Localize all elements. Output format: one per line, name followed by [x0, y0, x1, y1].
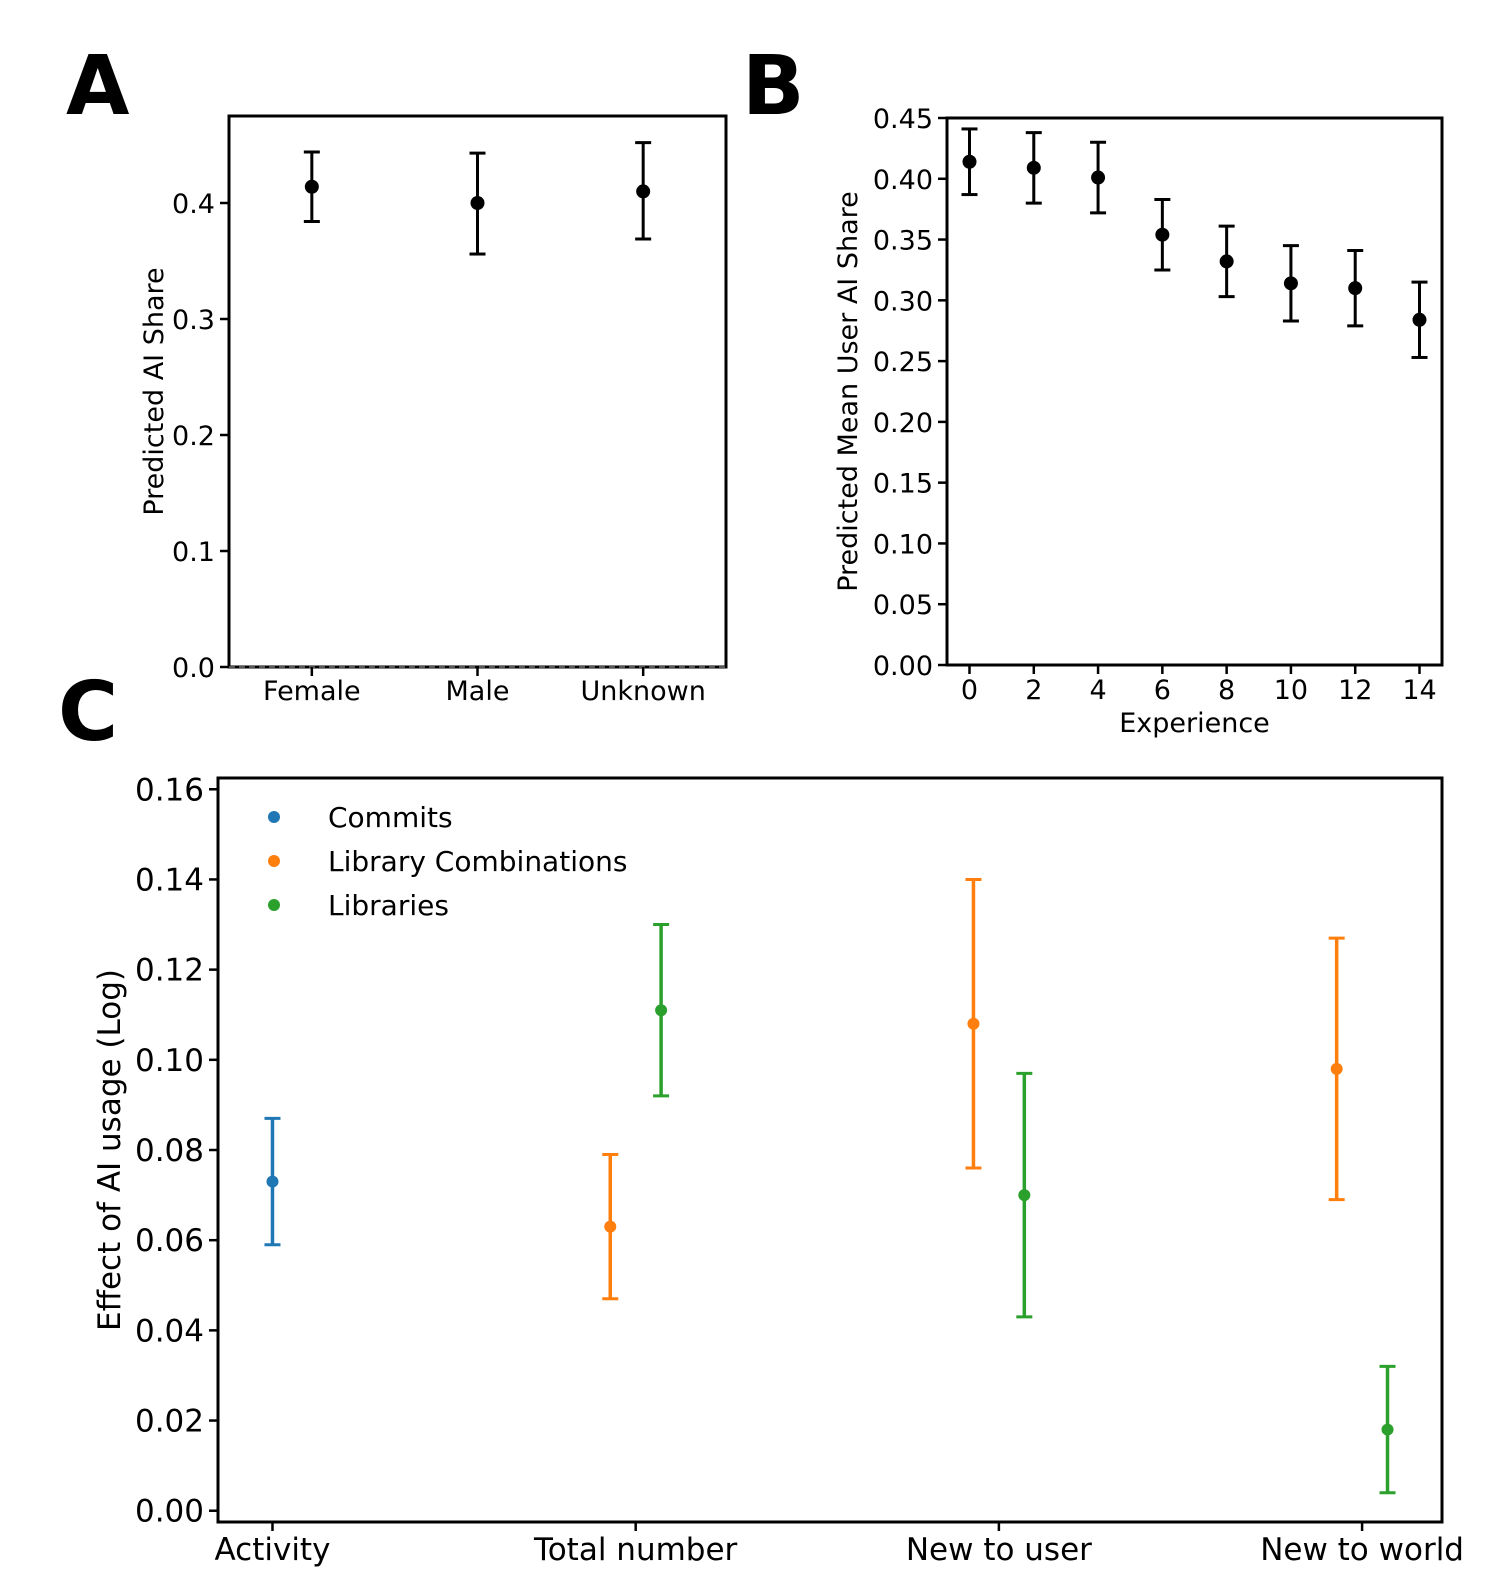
- panel-a-x-tick-label: Female: [263, 676, 361, 707]
- panel-b-y-tick-label: 0.10: [873, 529, 933, 560]
- panel-b-data-point: [1348, 281, 1363, 296]
- panel-c-y-tick-label: 0.10: [135, 1043, 204, 1079]
- panel-a-data-point: [304, 179, 319, 194]
- panel-c-legend-label: Libraries: [328, 889, 449, 922]
- panel-c-x-tick-label: Activity: [215, 1532, 331, 1568]
- panel-c-data-point: [655, 1004, 668, 1017]
- panel-c-legend-marker: [268, 899, 280, 911]
- panel-b-x-tick-label: 2: [1025, 675, 1042, 706]
- panel-b-data-point: [1219, 254, 1234, 269]
- panel-b-x-tick-label: 0: [961, 675, 978, 706]
- panel-b-x-tick-label: 14: [1402, 675, 1436, 706]
- panel-b-x-axis-label: Experience: [1119, 708, 1270, 739]
- panel-a-y-tick-label: 0.4: [172, 189, 215, 220]
- panel-a-x-tick-label: Unknown: [580, 676, 705, 707]
- panel-a-y-tick-label: 0.2: [172, 421, 215, 452]
- panel-b-y-tick-label: 0.30: [873, 286, 933, 317]
- panel-a-y-tick-label: 0.1: [172, 537, 215, 568]
- panel-c-data-point: [1018, 1189, 1031, 1202]
- panel-a-x-tick-label: Male: [446, 676, 510, 707]
- panel-c-data-point: [266, 1175, 279, 1188]
- panel-c-y-axis-label: Effect of AI usage (Log): [92, 969, 128, 1331]
- panel-c-legend-label: Library Combinations: [328, 845, 627, 878]
- panel-b-y-tick-label: 0.20: [873, 408, 933, 439]
- panel-c-y-tick-label: 0.16: [135, 772, 204, 808]
- panel-b-y-tick-label: 0.45: [873, 104, 933, 135]
- panel-b-data-point: [1155, 227, 1170, 242]
- panel-b-data-point: [1026, 160, 1041, 175]
- panel-c-legend-marker: [268, 811, 280, 823]
- panel-a-chart: 0.0 0.1 0.2 0.3 0.4 Female Male Unknown Predicte…: [139, 114, 728, 707]
- panel-letter-b: B: [742, 39, 805, 134]
- panel-letter-a: A: [66, 39, 130, 134]
- panel-c-data-point: [967, 1017, 980, 1030]
- panel-b-x-tick-label: 8: [1218, 675, 1235, 706]
- panel-c-y-tick-label: 0.04: [135, 1313, 204, 1349]
- panel-c-x-tick-label: New to world: [1260, 1532, 1464, 1568]
- panel-b-y-axis-label: Predicted Mean User AI Share: [833, 191, 864, 592]
- panel-b-data-point: [962, 154, 977, 169]
- panel-a-y-axis-label: Predicted AI Share: [139, 267, 170, 515]
- panel-c-x-tick-label: New to user: [906, 1532, 1092, 1568]
- panel-a-data-point: [470, 196, 485, 210]
- panel-b-x-tick-label: 10: [1274, 675, 1308, 706]
- panel-b-plot-frame: [945, 116, 1444, 667]
- panel-b-data-point: [1283, 276, 1298, 291]
- panel-c-chart: 0.00 0.02 0.04 0.06 0.08 0.10 0.12 0.14 0.16 Acti…: [92, 772, 1464, 1568]
- panel-a-y-tick-label: 0.0: [172, 653, 215, 684]
- panel-a-data-point: [636, 184, 651, 199]
- panel-c-y-tick-label: 0.08: [135, 1133, 204, 1169]
- panel-c-y-tick-label: 0.12: [135, 953, 204, 989]
- panel-c-y-tick-label: 0.00: [135, 1494, 204, 1530]
- panel-b-y-tick-label: 0.35: [873, 226, 933, 257]
- panel-c-x-tick-label: Total number: [533, 1532, 737, 1568]
- panel-b-data-point: [1091, 170, 1106, 185]
- panel-b-x-tick-label: 4: [1089, 675, 1106, 706]
- panel-c-data-point: [1330, 1062, 1343, 1075]
- panel-b-chart: 0.00 0.05 0.10 0.15 0.20 0.25 0.30 0.35 0.40 0.45…: [833, 104, 1444, 739]
- panel-letter-c: C: [58, 665, 118, 760]
- panel-b-y-tick-label: 0.05: [873, 590, 933, 621]
- panel-b-data-point: [1412, 312, 1427, 327]
- panel-b-x-tick-label: 12: [1338, 675, 1372, 706]
- panel-a-y-tick-label: 0.3: [172, 305, 215, 336]
- panel-c-data-point: [1381, 1423, 1394, 1436]
- panel-c-y-tick-label: 0.06: [135, 1223, 204, 1259]
- panel-c-data-point: [604, 1220, 617, 1233]
- panel-c-legend-label: Commits: [328, 801, 453, 834]
- panel-c-legend-marker: [268, 855, 280, 867]
- panel-b-x-tick-label: 6: [1154, 675, 1171, 706]
- panel-b-y-tick-label: 0.40: [873, 165, 933, 196]
- panel-c-y-tick-label: 0.14: [135, 862, 204, 898]
- panel-c-y-tick-label: 0.02: [135, 1404, 204, 1440]
- panel-b-y-tick-label: 0.15: [873, 469, 933, 500]
- panel-b-y-tick-label: 0.25: [873, 347, 933, 378]
- panel-b-y-tick-label: 0.00: [873, 651, 933, 682]
